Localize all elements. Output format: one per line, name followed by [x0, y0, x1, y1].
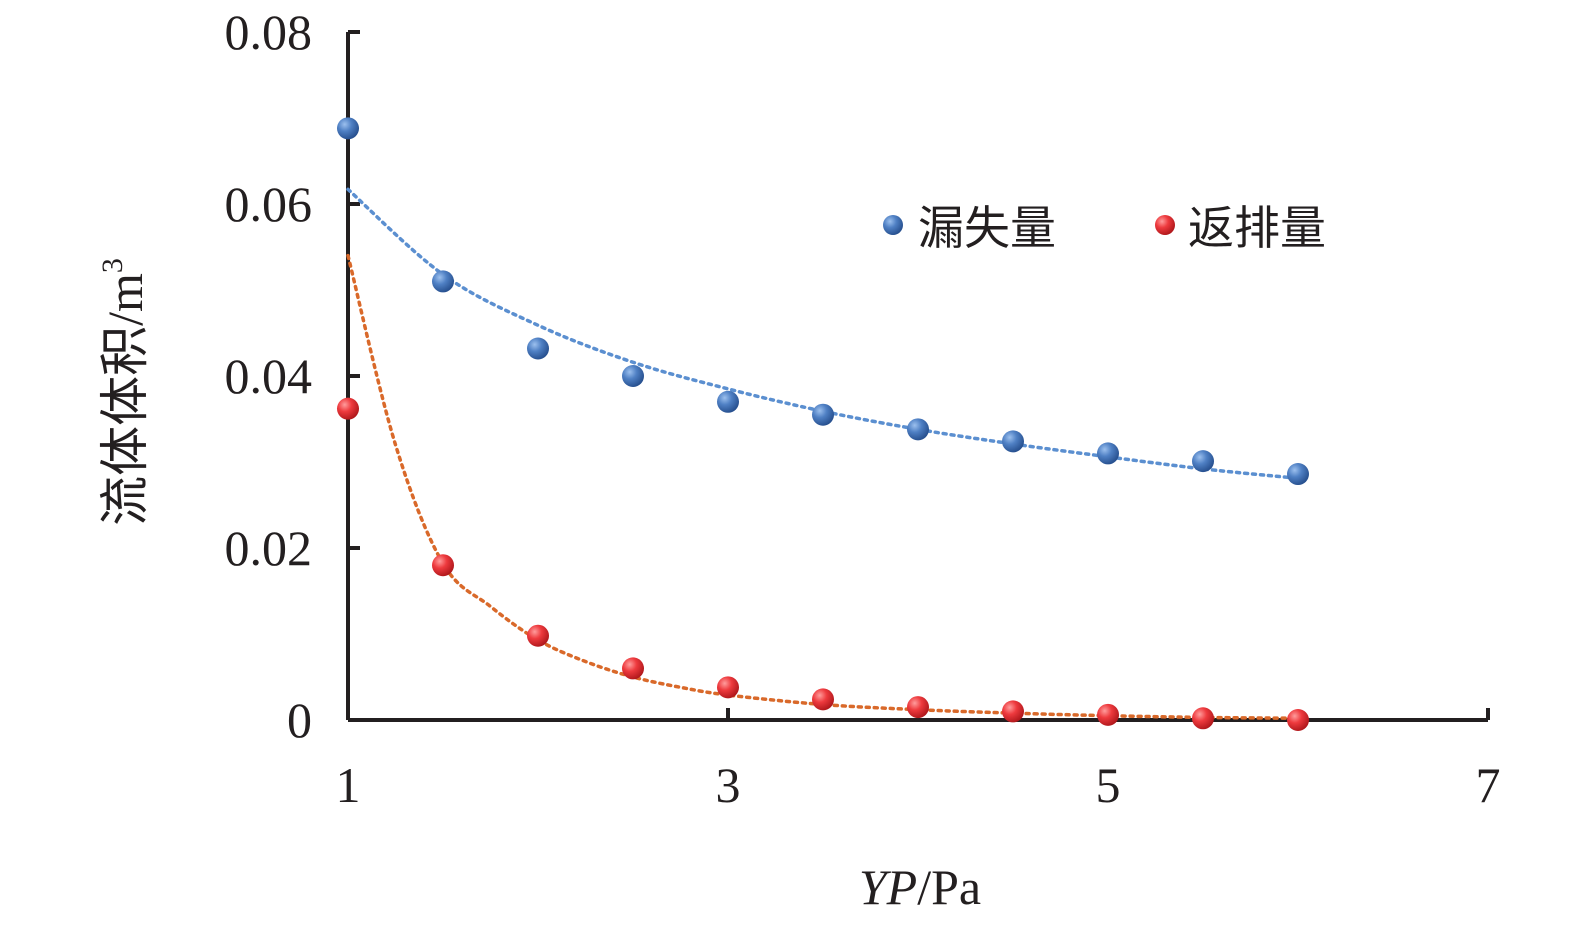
data-point-flowback [1287, 709, 1309, 731]
data-point-flowback [1002, 700, 1024, 723]
y-tick-label: 0.06 [225, 176, 313, 232]
y-tick-label: 0.04 [225, 348, 313, 404]
x-tick-label: 3 [716, 757, 741, 813]
y-axis-title-superscript: 3 [96, 258, 129, 273]
data-point-loss [527, 337, 549, 360]
legend: 漏失量 返排量 [883, 201, 1326, 255]
data-point-flowback [1192, 707, 1214, 730]
data-point-loss [717, 390, 739, 413]
axes [346, 32, 1488, 722]
data-point-loss [432, 270, 454, 293]
data-point-loss [1287, 463, 1309, 486]
y-tick-label: 0.02 [225, 520, 313, 576]
x-tick-label: 7 [1476, 757, 1501, 813]
data-point-loss [1192, 450, 1214, 473]
data-point-loss [1097, 442, 1119, 465]
data-point-flowback [907, 696, 929, 719]
y-axis-title-text: 流体体积/m [97, 273, 153, 526]
legend-marker-flowback [1155, 215, 1175, 235]
data-points [337, 117, 1309, 731]
ticks [346, 30, 1490, 722]
data-point-loss [337, 117, 359, 140]
y-tick-label: 0.08 [225, 4, 313, 60]
data-point-loss [1002, 430, 1024, 453]
trend-lines [346, 187, 1300, 721]
data-point-flowback [337, 397, 359, 420]
data-point-loss [907, 418, 929, 441]
data-point-flowback [622, 657, 644, 680]
data-point-loss [812, 403, 834, 426]
legend-label-loss: 漏失量 [918, 201, 1056, 255]
y-tick-label: 0 [287, 692, 312, 748]
x-tick-label: 1 [336, 757, 361, 813]
trend-line-loss [346, 187, 1300, 481]
x-axis-title-italic: YP [859, 859, 917, 915]
data-point-flowback [812, 688, 834, 711]
data-point-flowback [527, 624, 549, 647]
x-axis-title: YP/Pa [859, 859, 981, 915]
y-tick-labels: 0 0.02 0.04 0.06 0.08 [225, 4, 313, 748]
x-tick-labels: 1 3 5 7 [336, 757, 1501, 813]
x-tick-label: 5 [1096, 757, 1121, 813]
data-point-flowback [1097, 703, 1119, 726]
legend-marker-loss [883, 215, 903, 235]
data-point-loss [622, 365, 644, 387]
data-point-flowback [717, 676, 739, 699]
data-point-flowback [432, 554, 454, 577]
legend-label-flowback: 返排量 [1188, 201, 1326, 255]
x-axis-title-unit: /Pa [917, 859, 981, 915]
y-axis-title: 流体体积/m3 [96, 258, 153, 526]
trend-line-flowback [346, 253, 1300, 721]
